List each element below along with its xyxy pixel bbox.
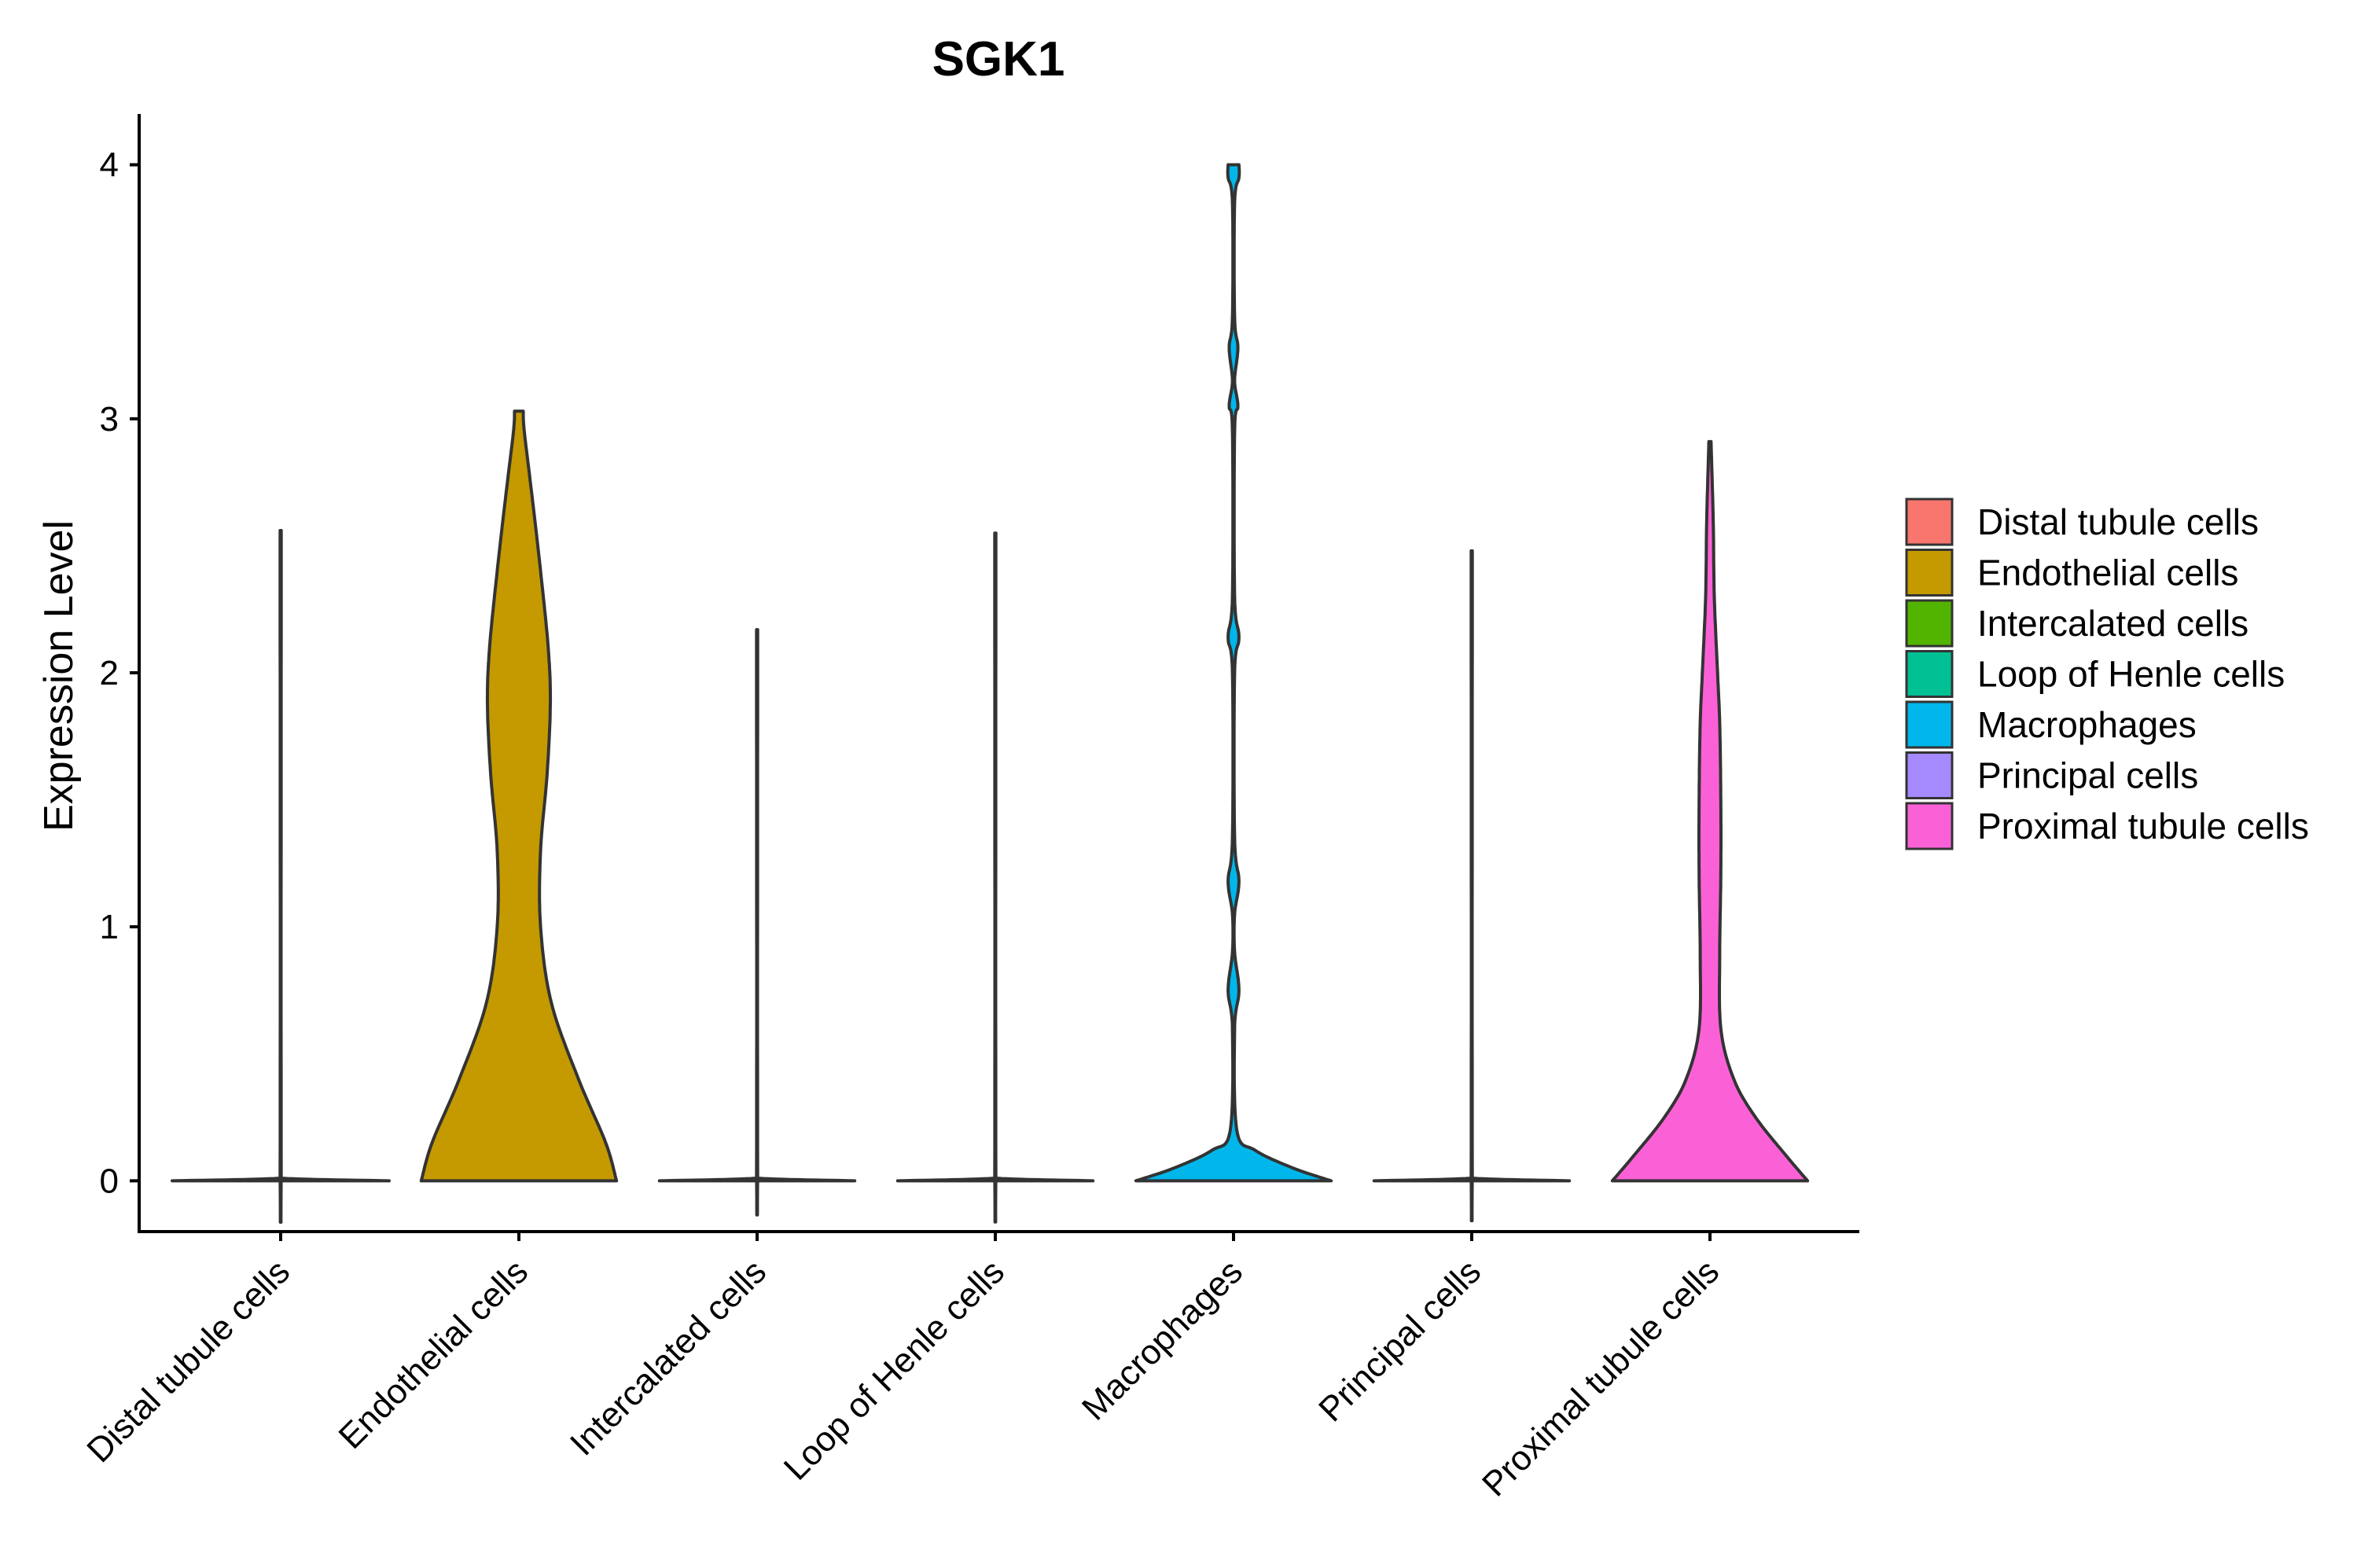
legend-label-principal-cells: Principal cells [1977, 755, 2198, 796]
legend: Distal tubule cells Endothelial cells Inte… [1905, 498, 2309, 850]
violin-principal-cells [1372, 549, 1572, 1223]
chart-title: SGK1 [932, 32, 1065, 86]
legend-swatch-principal-cells [1905, 751, 1954, 799]
violin-intercalated-cells [657, 628, 857, 1217]
x-tick-label-principal-cells: Principal cells [1311, 1252, 1488, 1429]
legend-label-endothelial-cells: Endothelial cells [1977, 553, 2238, 593]
legend-label-loop-of-henle-cells: Loop of Henle cells [1977, 654, 2285, 695]
legend-label-macrophages: Macrophages [1977, 704, 2197, 745]
y-tick-label: 3 [100, 400, 119, 439]
legend-label-proximal-tubule-cells: Proximal tubule cells [1977, 806, 2309, 846]
violin-group [171, 163, 1810, 1224]
x-tick-label-intercalated-cells: Intercalated cells [563, 1252, 774, 1463]
violin-proximal-tubule-cells [1610, 439, 1810, 1183]
violin-loop-of-henle-cells [895, 531, 1095, 1224]
y-tick-label: 0 [100, 1162, 119, 1200]
legend-swatch-proximal-tubule-cells [1905, 802, 1954, 850]
axes: 0 1 2 3 4 Distal tubule cells Endothelial cell… [79, 114, 1859, 1504]
y-axis-label: Expression Level [36, 520, 82, 832]
legend-swatch-endothelial-cells [1905, 549, 1954, 597]
violin-endothelial-cells [419, 409, 619, 1183]
legend-swatch-macrophages [1905, 700, 1954, 749]
y-tick-label: 1 [100, 908, 119, 946]
legend-swatch-intercalated-cells [1905, 599, 1954, 648]
legend-label-intercalated-cells: Intercalated cells [1977, 603, 2248, 644]
x-tick-label-endothelial-cells: Endothelial cells [332, 1252, 535, 1456]
violin-macrophages [1134, 163, 1333, 1183]
axis-lines [138, 114, 1859, 1233]
x-tick-label-macrophages: Macrophages [1075, 1252, 1250, 1427]
y-tick-label: 2 [100, 654, 119, 692]
legend-swatch-loop-of-henle-cells [1905, 650, 1954, 698]
legend-label-distal-tubule-cells: Distal tubule cells [1977, 501, 2259, 542]
y-tick-label: 4 [100, 146, 119, 185]
x-tick-label-loop-of-henle-cells: Loop of Henle cells [777, 1252, 1012, 1487]
x-tick-label-distal-tubule-cells: Distal tubule cells [79, 1252, 297, 1470]
x-tick-label-proximal-tubule-cells: Proximal tubule cells [1475, 1252, 1726, 1504]
legend-swatch-distal-tubule-cells [1905, 498, 1954, 546]
violin-distal-tubule-cells [171, 529, 391, 1224]
